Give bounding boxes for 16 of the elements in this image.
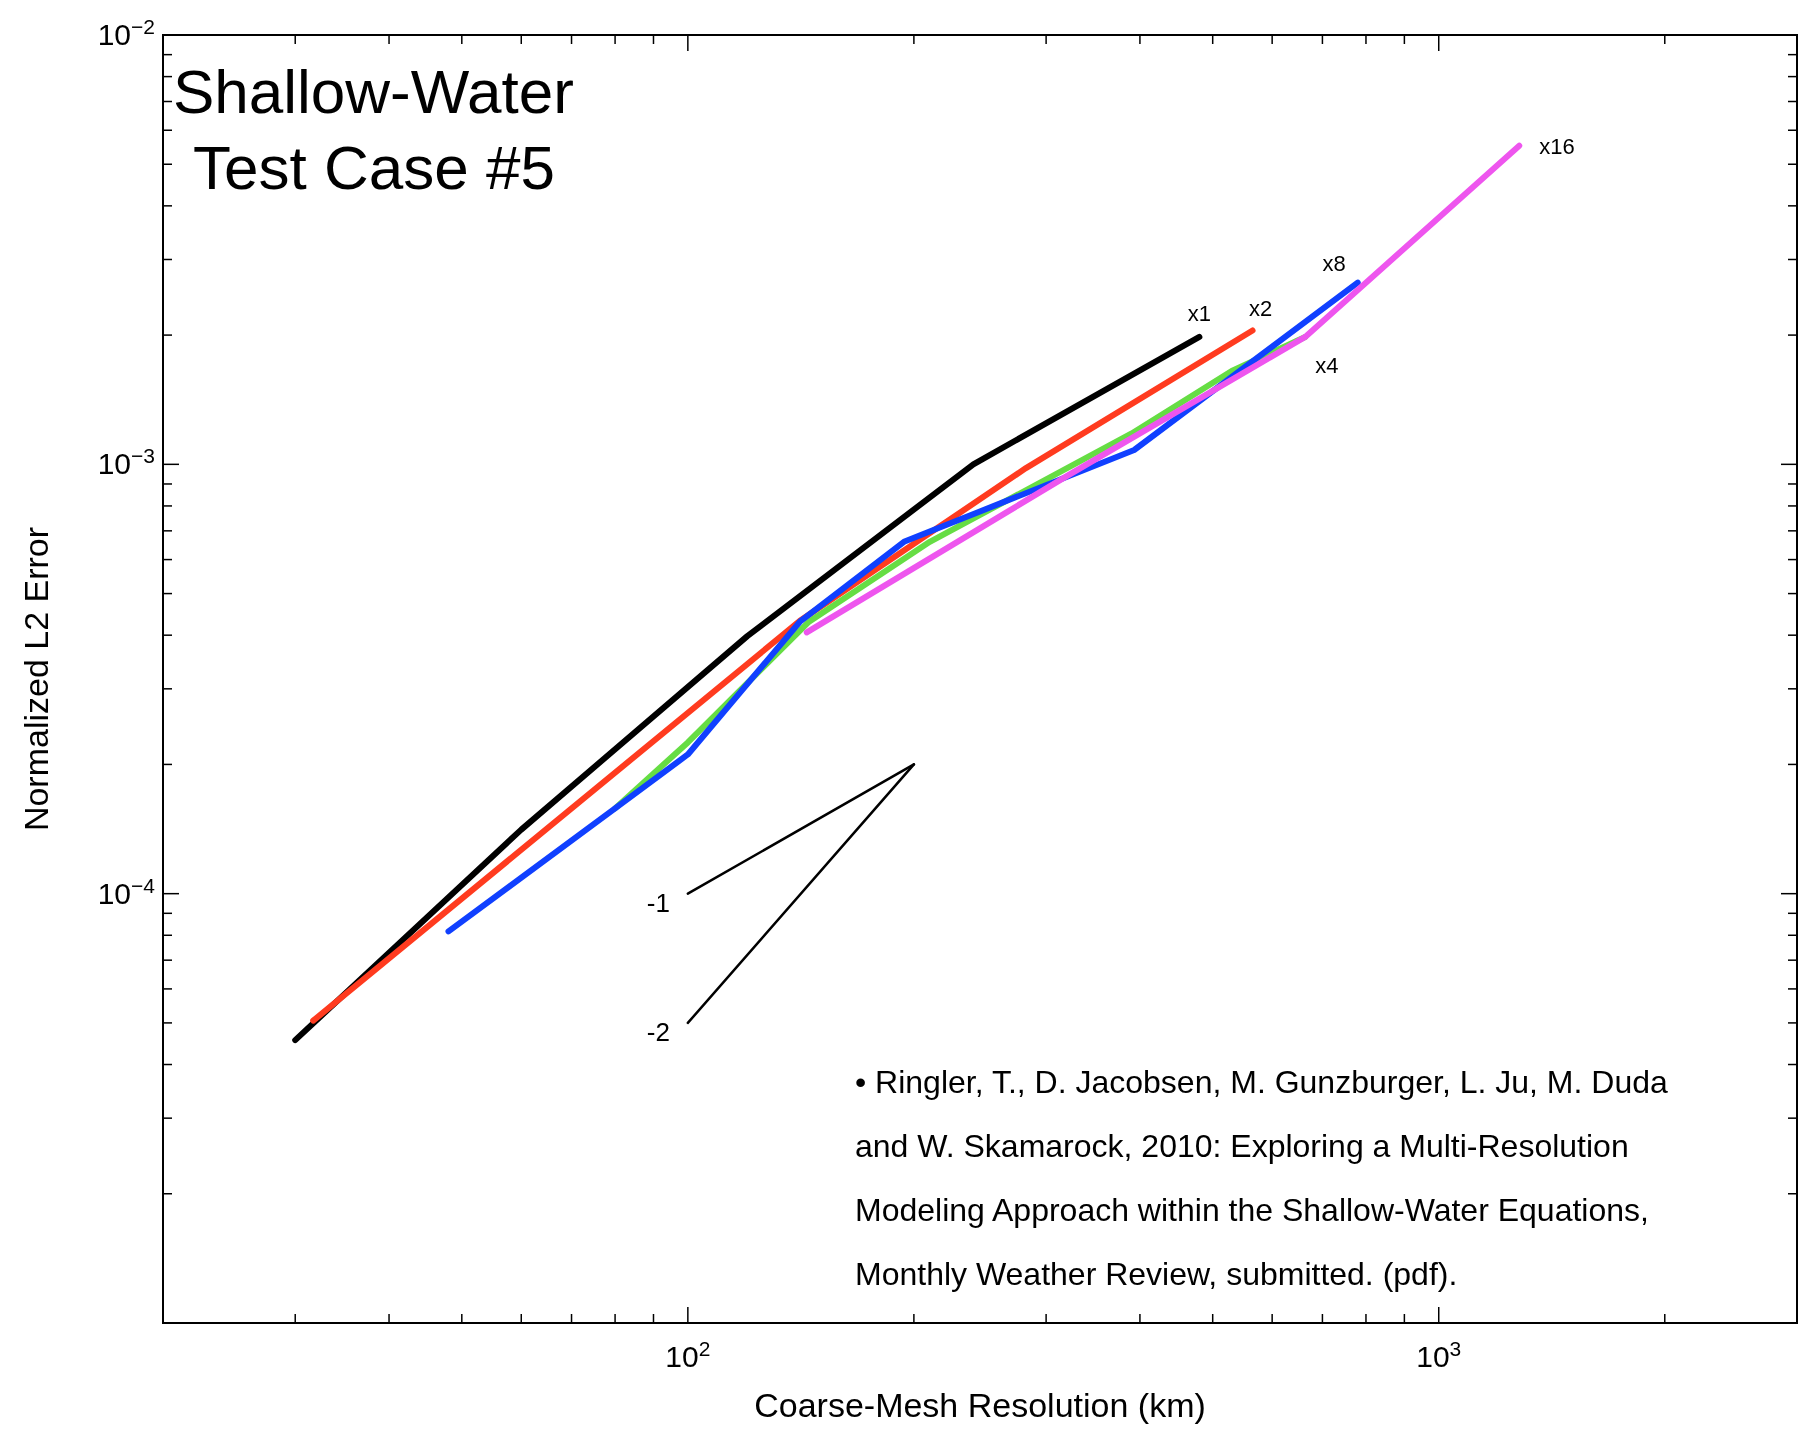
series-label: x1 <box>1187 300 1212 326</box>
annotation: -2 <box>646 1016 670 1047</box>
series-label: x16 <box>1539 133 1575 159</box>
x-tick-label: 10$^{3}$ <box>1416 1336 1462 1373</box>
y-tick-label: 10$^{−4}$ <box>97 873 156 910</box>
series-label: x2 <box>1248 296 1273 322</box>
x-tick-label: 10$^{2}$ <box>665 1336 711 1373</box>
y-tick-label: 10$^{−2}$ <box>97 14 155 51</box>
text: Shallow-Water Test Case #5 <box>173 57 574 202</box>
y-axis-title: Normalized L2 Error <box>17 526 55 832</box>
annotation: -1 <box>646 887 670 918</box>
x-axis-title: Coarse-Mesh Resolution (km) <box>754 1386 1206 1424</box>
y-tick-label: 10$^{−3}$ <box>97 443 155 481</box>
series-label: x8 <box>1322 250 1346 276</box>
annotation: • Ringler, T., D. Jacobsen, M. Gunzburger, L. Ju, M. Duda and W. Skamarock, 2010: Exploring a Multi-Resolution Modeling Approach within the Shallow-Water Equations, Monthly Weather Review, submitted. (pdf). <box>855 1064 1668 1292</box>
series-label: x4 <box>1315 352 1339 378</box>
